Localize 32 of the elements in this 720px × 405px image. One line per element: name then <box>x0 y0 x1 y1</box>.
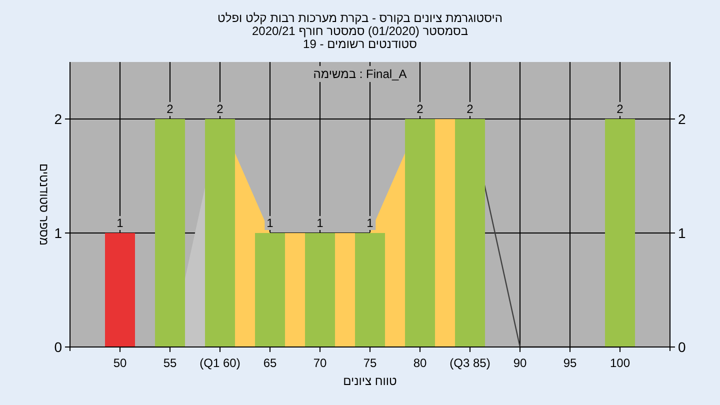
y-tick-label: 0 <box>54 339 62 355</box>
x-axis-title: טווח ציונים <box>343 374 398 388</box>
x-tick-label: 65 <box>263 356 277 370</box>
chart-title: היסטוגרמת ציונים בקורס - בקרת מערכות רבות קלט ופלט <box>218 11 502 25</box>
x-tick-label: 70 <box>313 356 327 370</box>
annotation: במשימה : Final_A <box>313 67 407 81</box>
data-label: 2 <box>216 102 224 116</box>
data-label: 2 <box>466 102 474 116</box>
x-tick-label: 80 <box>413 356 427 370</box>
x-tick-label: 55 <box>163 356 177 370</box>
text: סטודנטים רשומים - 19 <box>303 37 418 51</box>
x-tick-label: (Q3 85) <box>450 356 490 370</box>
y-axis-title: מספר סטודנטים <box>37 163 51 246</box>
x-tick-label: (Q1 60) <box>200 356 240 370</box>
data-label: 2 <box>166 102 174 116</box>
data-label: 2 <box>616 102 624 116</box>
x-tick-label: 100 <box>610 356 630 370</box>
data-label: 1 <box>366 216 374 230</box>
y2-tick-label: 2 <box>678 111 686 127</box>
x-tick-label: 50 <box>113 356 127 370</box>
x-tick-label: 95 <box>563 356 577 370</box>
y-tick-label: 1 <box>54 225 62 241</box>
y-tick-label: 2 <box>54 111 62 127</box>
data-label: 1 <box>266 216 274 230</box>
data-label: 2 <box>416 102 424 116</box>
chart-subtitle: בסמסטר (01/2020) סמסטר חורף 2020/21 <box>252 24 468 38</box>
y2-tick-label: 0 <box>678 339 686 355</box>
y2-tick-label: 1 <box>678 225 686 241</box>
data-label: 1 <box>116 216 124 230</box>
x-tick-label: 75 <box>363 356 377 370</box>
data-label: 1 <box>316 216 324 230</box>
x-tick-label: 90 <box>513 356 527 370</box>
